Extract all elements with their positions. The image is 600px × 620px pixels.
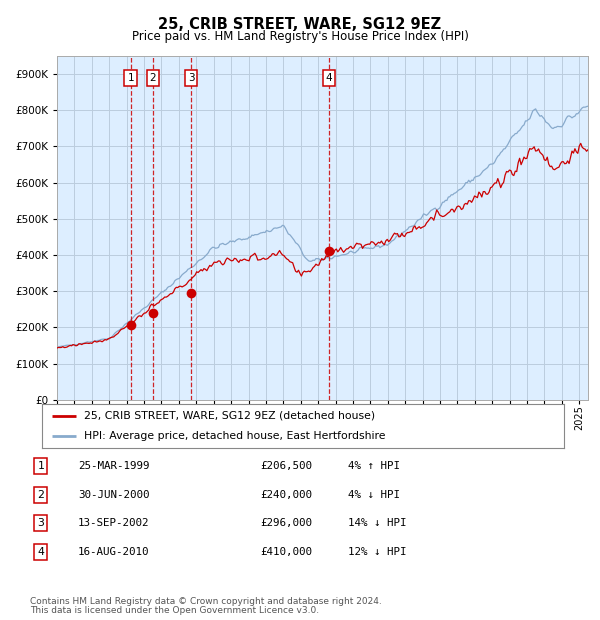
Text: 25, CRIB STREET, WARE, SG12 9EZ (detached house): 25, CRIB STREET, WARE, SG12 9EZ (detache… bbox=[84, 411, 375, 421]
Text: 12% ↓ HPI: 12% ↓ HPI bbox=[348, 547, 407, 557]
Text: 2: 2 bbox=[37, 490, 44, 500]
Text: £206,500: £206,500 bbox=[260, 461, 312, 471]
Text: 1: 1 bbox=[127, 73, 134, 83]
Text: 4: 4 bbox=[37, 547, 44, 557]
Text: £240,000: £240,000 bbox=[260, 490, 312, 500]
Text: 4: 4 bbox=[326, 73, 332, 83]
Text: 30-JUN-2000: 30-JUN-2000 bbox=[78, 490, 149, 500]
Text: 16-AUG-2010: 16-AUG-2010 bbox=[78, 547, 149, 557]
Text: This data is licensed under the Open Government Licence v3.0.: This data is licensed under the Open Gov… bbox=[30, 606, 319, 615]
Text: 25-MAR-1999: 25-MAR-1999 bbox=[78, 461, 149, 471]
Text: Contains HM Land Registry data © Crown copyright and database right 2024.: Contains HM Land Registry data © Crown c… bbox=[30, 596, 382, 606]
Text: 14% ↓ HPI: 14% ↓ HPI bbox=[348, 518, 407, 528]
Text: HPI: Average price, detached house, East Hertfordshire: HPI: Average price, detached house, East… bbox=[84, 431, 385, 441]
Text: 3: 3 bbox=[188, 73, 194, 83]
Text: 2: 2 bbox=[149, 73, 156, 83]
Text: £296,000: £296,000 bbox=[260, 518, 312, 528]
Text: 3: 3 bbox=[37, 518, 44, 528]
Text: £410,000: £410,000 bbox=[260, 547, 312, 557]
Text: Price paid vs. HM Land Registry's House Price Index (HPI): Price paid vs. HM Land Registry's House … bbox=[131, 30, 469, 43]
Text: 25, CRIB STREET, WARE, SG12 9EZ: 25, CRIB STREET, WARE, SG12 9EZ bbox=[158, 17, 442, 32]
Text: 4% ↑ HPI: 4% ↑ HPI bbox=[348, 461, 400, 471]
Text: 4% ↓ HPI: 4% ↓ HPI bbox=[348, 490, 400, 500]
Text: 1: 1 bbox=[37, 461, 44, 471]
Text: 13-SEP-2002: 13-SEP-2002 bbox=[78, 518, 149, 528]
